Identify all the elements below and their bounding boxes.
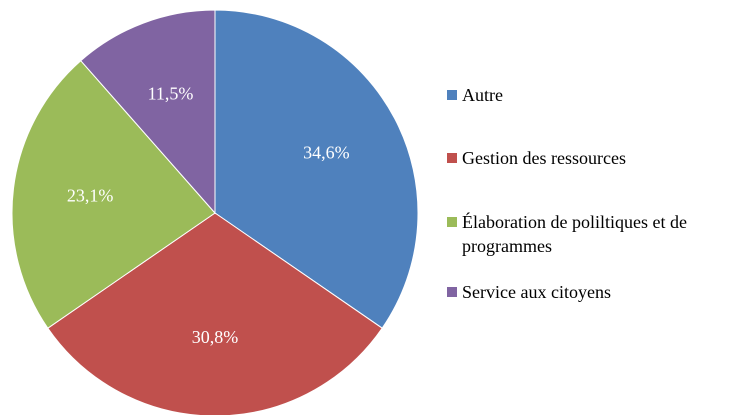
- legend-item: Élaboration de poliltiques et de program…: [447, 210, 724, 258]
- pie-slice: [11, 60, 216, 329]
- pie-slice: [80, 9, 216, 215]
- data-label: 11,5%: [148, 83, 194, 103]
- legend-swatch: [447, 90, 457, 100]
- legend-label: Élaboration de poliltiques et de program…: [462, 212, 687, 256]
- legend-swatch: [447, 217, 457, 227]
- legend-label: Gestion des ressources: [462, 148, 626, 168]
- legend-label: Autre: [462, 85, 503, 105]
- pie-slice: [214, 9, 419, 329]
- legend-item: Gestion des ressources: [447, 146, 724, 170]
- data-label: 34,6%: [303, 143, 350, 163]
- legend-item: Autre: [447, 83, 724, 107]
- legend-item: Service aux citoyens: [447, 280, 724, 304]
- data-label: 23,1%: [67, 186, 114, 206]
- legend-label: Service aux citoyens: [462, 282, 611, 302]
- legend-swatch: [447, 153, 457, 163]
- data-label: 30,8%: [192, 327, 239, 347]
- pie-slice: [47, 212, 383, 415]
- pie: 34,6% 30,8% 23,1% 11,5%: [11, 9, 419, 415]
- legend-swatch: [447, 287, 457, 297]
